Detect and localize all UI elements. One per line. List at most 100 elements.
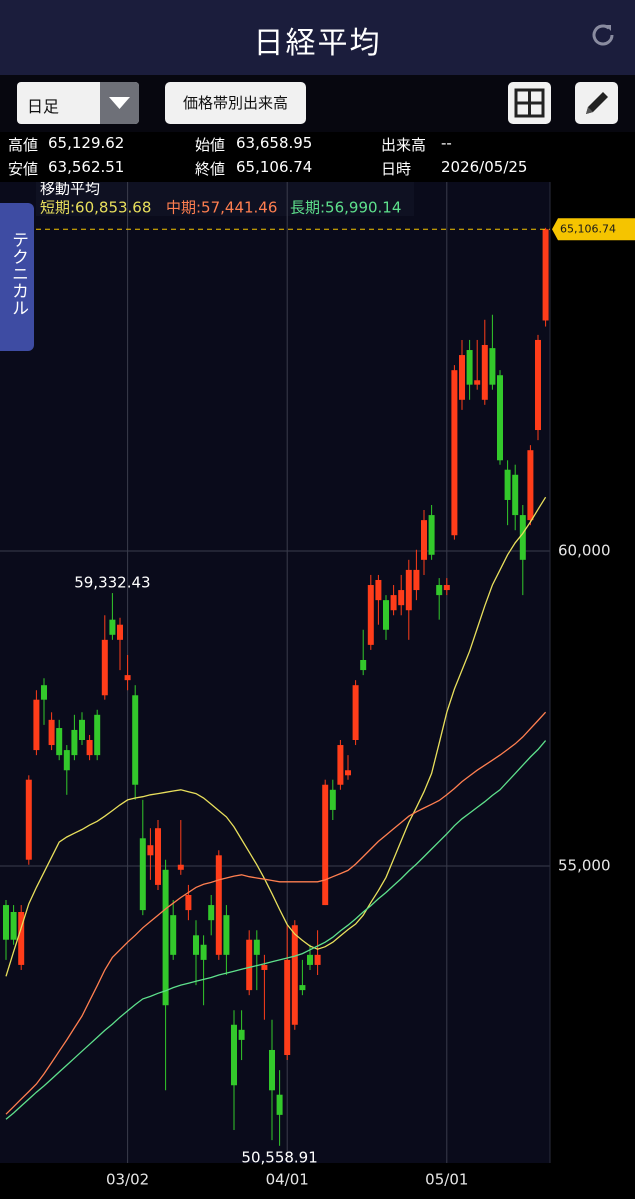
period-label: 日足: [27, 97, 60, 116]
grid-icon: [514, 88, 545, 118]
x-tick-label: 04/01: [266, 1171, 309, 1189]
ma-line: [5, 496, 547, 977]
candle-body: [436, 585, 443, 596]
candle-body: [474, 380, 481, 385]
candle-body: [48, 719, 55, 746]
candle-body: [504, 469, 511, 500]
high-annotation: 59,332.43: [74, 574, 150, 592]
y-tick-label: 60,000: [558, 542, 611, 560]
candle-body: [86, 740, 93, 756]
chart: 移動平均 55,000 60,000 03/02 04/01 05/01 短期:60,85…: [0, 182, 635, 1189]
candle-body: [246, 939, 253, 991]
candle-body: [337, 745, 344, 785]
candle-body: [223, 915, 230, 955]
candle-body: [117, 624, 123, 640]
pencil-icon: [586, 92, 608, 114]
low-annotation: 50,558.91: [241, 1148, 317, 1166]
candle-body: [307, 954, 313, 965]
candle-body: [170, 915, 177, 955]
info-value: 63,562.51: [48, 158, 125, 176]
candle-body: [215, 855, 222, 955]
candle-body: [63, 750, 70, 771]
x-tick-label: 05/01: [425, 1171, 468, 1189]
candle-body: [497, 375, 503, 461]
layout-button[interactable]: [508, 82, 551, 124]
tab-label: テクニカル: [8, 231, 28, 316]
candle-body: [367, 585, 374, 645]
legend-box: [36, 182, 414, 216]
candle-body: [193, 935, 199, 955]
last-price-tag: [552, 218, 635, 241]
candle-body: [299, 985, 306, 991]
candle-body: [360, 659, 367, 671]
candle-body: [238, 1029, 245, 1040]
candle-body: [18, 912, 25, 965]
y-tick-label: 55,000: [558, 857, 611, 875]
candle-body: [375, 579, 382, 601]
candle-body: [208, 905, 215, 921]
price-info: 高値 65,129.62 始値 63,658.95 出来高 -- 安値 63,562.51 終値…: [0, 132, 635, 182]
candle-body: [322, 784, 329, 906]
info-label: 出来高: [381, 136, 427, 154]
candle-body: [519, 515, 526, 560]
candle-body: [398, 590, 405, 606]
candle-body: [185, 894, 192, 911]
candle-body: [314, 954, 321, 965]
ma-line: [5, 740, 547, 1120]
candle-body: [41, 685, 47, 700]
candle-body: [459, 355, 465, 400]
candle-body: [413, 569, 420, 591]
technical-tab[interactable]: テクニカル: [0, 203, 34, 351]
candles: [3, 227, 549, 1146]
candle-body: [345, 770, 351, 776]
candle-body: [535, 339, 541, 431]
toolbar: 日足 価格帯別出来高: [0, 75, 635, 132]
candle-body: [329, 789, 336, 810]
header: 日経平均: [0, 0, 635, 75]
candle-body: [421, 520, 427, 560]
candle-body: [109, 619, 116, 635]
legend-entry: 中期:57,441.46: [166, 199, 277, 217]
candle-body: [155, 828, 161, 885]
candle-body: [276, 1094, 283, 1115]
info-value: 2026/05/25: [441, 158, 528, 176]
info-label: 終値: [195, 160, 226, 178]
candle-body: [147, 845, 154, 856]
arrow-icon: [109, 97, 130, 109]
candle-body: [405, 569, 412, 611]
candle-body: [10, 912, 17, 940]
candle-body: [466, 350, 473, 385]
candle-body: [3, 905, 9, 940]
candle-body: [261, 964, 268, 970]
x-tick-label: 03/02: [106, 1171, 149, 1189]
draw-button[interactable]: [575, 82, 618, 124]
refresh-button[interactable]: [588, 20, 618, 50]
candle-body: [542, 229, 549, 321]
info-label: 日時: [381, 160, 412, 178]
last-price-label: 65,106.74: [560, 222, 616, 235]
info-value: 63,658.95: [236, 134, 313, 152]
info-value: --: [441, 134, 452, 152]
candle-body: [428, 515, 435, 555]
candle-body: [25, 779, 32, 860]
candle-body: [200, 944, 207, 960]
volume-profile-button[interactable]: 価格帯別出来高: [165, 82, 306, 124]
candle-body: [79, 719, 85, 741]
candle-body: [352, 685, 359, 741]
candle-body: [71, 729, 78, 756]
candle-body: [139, 838, 146, 911]
candle-body: [481, 344, 488, 400]
candle-body: [253, 939, 260, 955]
info-label: 始値: [195, 136, 226, 154]
candle-body: [101, 639, 108, 696]
dropdown-arrow: [100, 82, 139, 124]
info-value: 65,106.74: [236, 158, 313, 176]
candle-body: [383, 600, 389, 630]
info-label: 安値: [8, 160, 39, 178]
candle-body: [124, 675, 131, 681]
candle-body: [132, 695, 139, 785]
candle-body: [177, 864, 184, 870]
candle-body: [269, 1049, 275, 1091]
period-dropdown[interactable]: 日足: [17, 82, 139, 124]
